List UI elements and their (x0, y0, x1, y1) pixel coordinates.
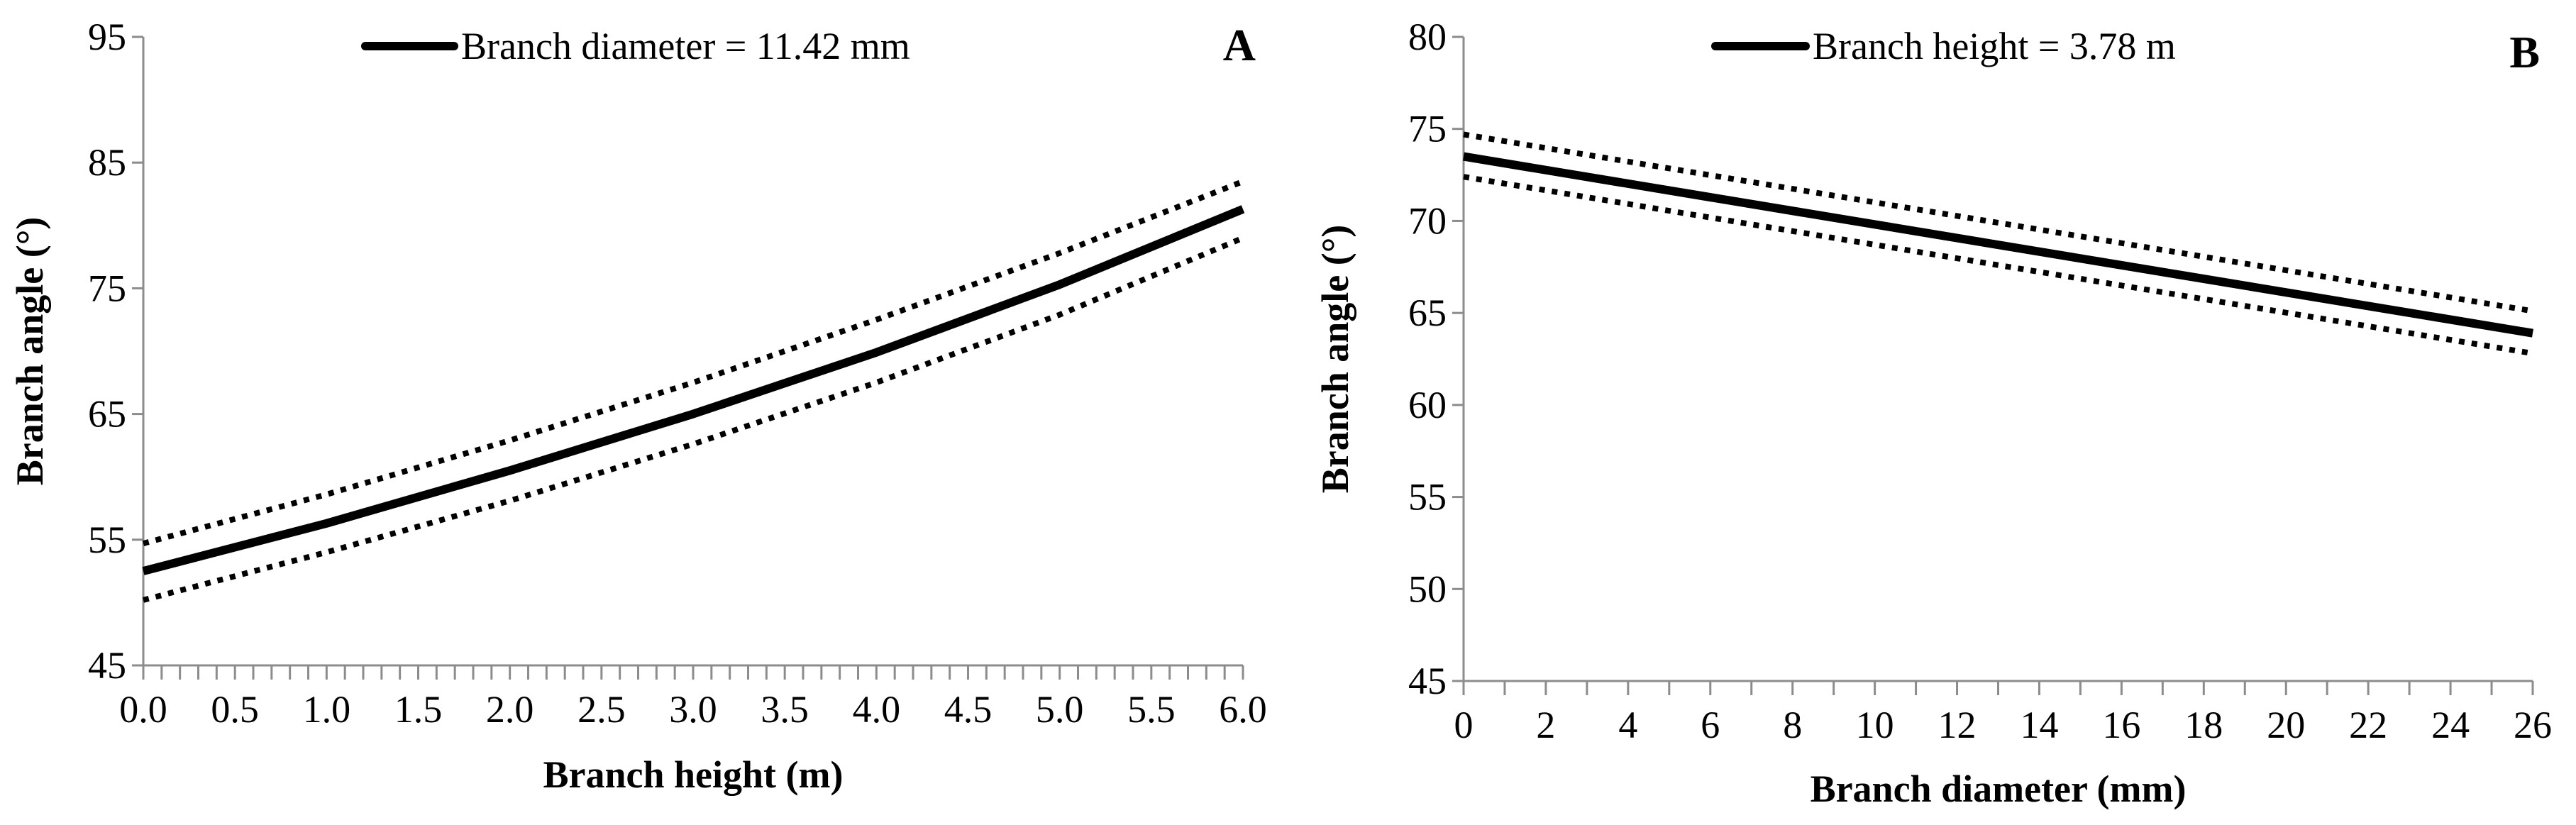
x-axis-title: Branch diameter (mm) (1811, 768, 2187, 810)
x-tick-label: 5.5 (1127, 688, 1176, 731)
x-tick-label: 0.0 (119, 688, 167, 731)
upper-ci-line (1463, 131, 2533, 314)
x-tick-label: 6 (1701, 704, 1720, 746)
y-tick-label: 65 (1408, 292, 1447, 334)
x-tick-label: 5.0 (1036, 688, 1084, 731)
x-tick-label: 2.5 (577, 688, 626, 731)
x-tick-label: 3.5 (761, 688, 809, 731)
lower-ci-line (1463, 174, 2533, 357)
x-tick-label: 3.0 (669, 688, 717, 731)
x-tick-label: 8 (1783, 704, 1802, 746)
y-tick-label: 80 (1408, 16, 1447, 58)
x-tick-label: 6.0 (1219, 688, 1267, 731)
y-tick-label: 65 (88, 393, 126, 436)
y-tick-label: 45 (88, 644, 126, 687)
x-axis-title: Branch height (m) (543, 753, 844, 796)
chart-panel-a: 45 55 65 75 85 95 0.0 0.5 1.0 1.5 2.0 2.5 3.0 3.5 4.0 4… (9, 16, 1267, 796)
x-tick-label: 14 (2020, 704, 2058, 746)
x-tick-label: 16 (2102, 704, 2140, 746)
y-tick-label: 55 (88, 519, 126, 561)
fitted-line (142, 205, 1245, 575)
x-tick-label: 22 (2349, 704, 2387, 746)
y-tick-label: 95 (88, 16, 126, 58)
x-tick-label: 18 (2184, 704, 2223, 746)
panel-letter: B (2509, 27, 2540, 77)
y-tick-label: 75 (88, 267, 126, 309)
x-tick-label: 12 (1938, 704, 1977, 746)
fitted-line (1463, 152, 2533, 338)
y-tick-label: 45 (1408, 660, 1447, 702)
x-tick-label: 1.0 (303, 688, 351, 731)
x-tick-label: 4.0 (853, 688, 901, 731)
y-tick-label: 70 (1408, 199, 1447, 242)
y-tick-label: 75 (1408, 108, 1447, 150)
y-tick-label: 85 (88, 141, 126, 184)
y-tick-label: 50 (1408, 567, 1447, 610)
lower-ci-line (142, 235, 1244, 603)
upper-ci-line (142, 179, 1244, 546)
legend-label: Branch diameter = 11.42 mm (461, 25, 910, 67)
x-tick-label: 1.5 (394, 688, 443, 731)
x-tick-label: 0.5 (211, 688, 259, 731)
x-tick-label: 10 (1856, 704, 1894, 746)
y-tick-label: 55 (1408, 476, 1447, 519)
x-tick-label: 0 (1454, 704, 1474, 746)
x-tick-label: 24 (2431, 704, 2470, 746)
x-tick-label: 2 (1536, 704, 1555, 746)
y-axis-title: Branch angle (°) (9, 217, 51, 486)
x-tick-label: 26 (2514, 704, 2552, 746)
y-tick-label: 60 (1408, 384, 1447, 426)
x-tick-label: 2.0 (486, 688, 534, 731)
panel-letter: A (1223, 20, 1256, 70)
x-tick-label: 4.5 (944, 688, 993, 731)
legend-label: Branch height = 3.78 m (1813, 25, 2176, 67)
x-tick-label: 4 (1618, 704, 1637, 746)
x-tick-label: 20 (2267, 704, 2305, 746)
y-axis-title: Branch angle (°) (1314, 225, 1356, 494)
